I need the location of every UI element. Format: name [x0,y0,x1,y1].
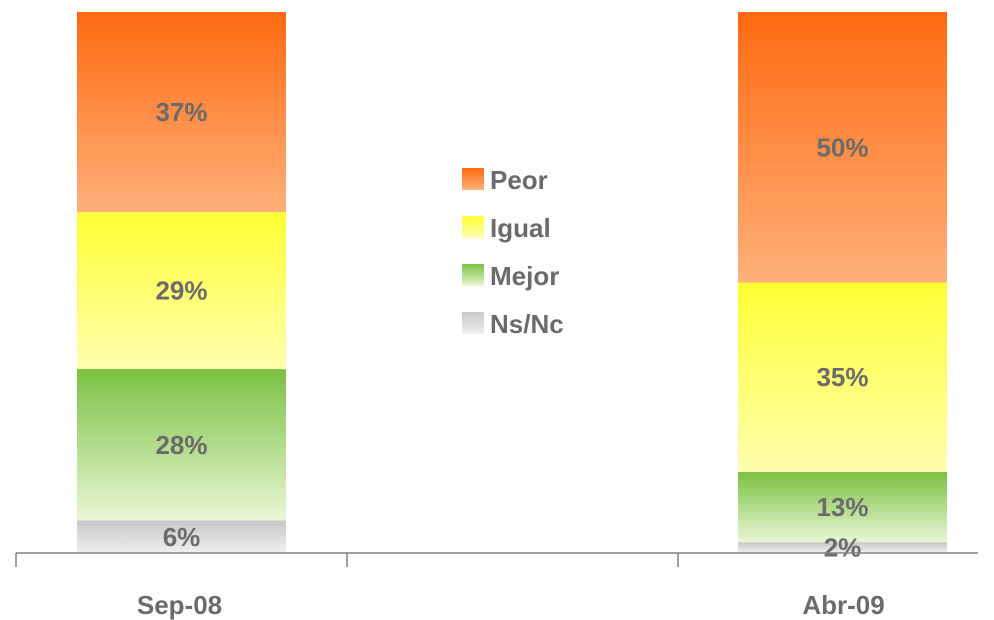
legend: Peor Igual Mejor Ns/Nc [462,165,564,339]
legend-swatch-mejor [462,264,484,286]
bar-segment-igual-sep-08 [77,212,286,370]
legend-label-igual: Igual [490,213,551,243]
x-axis: Sep-08 Abr-09 [15,552,978,620]
data-labels-layer: 6% 28% 29% 37% 2% 13% 35% 50% [155,97,868,563]
legend-swatch-igual [462,216,484,238]
x-tick-label-sep-08: Sep-08 [137,590,222,620]
legend-label-ns-nc: Ns/Nc [490,309,564,339]
legend-label-peor: Peor [490,165,548,195]
legend-swatch-ns-nc [462,312,484,334]
bar-segment-mejor-sep-08 [77,369,286,521]
bar-segment-peor-sep-08 [77,12,286,213]
legend-label-mejor: Mejor [490,261,559,291]
data-label-ns-nc-sep-08: 6% [163,522,201,552]
data-label-ns-nc-abr-09: 2% [824,533,862,563]
data-label-peor-sep-08: 37% [155,97,207,127]
x-tick-label-abr-09: Abr-09 [802,590,884,620]
bar-segment-ns-nc-abr-09 [738,542,947,553]
bar-segment-peor-abr-09 [738,12,947,283]
bar-segment-mejor-abr-09 [738,471,947,543]
data-label-mejor-sep-08: 28% [155,430,207,460]
data-label-igual-sep-08: 29% [155,276,207,306]
data-label-igual-abr-09: 35% [816,362,868,392]
bar-segment-ns-nc-sep-08 [77,520,286,553]
data-label-peor-abr-09: 50% [816,132,868,162]
data-label-mejor-abr-09: 13% [816,492,868,522]
bars-layer [77,12,947,553]
legend-swatch-peor [462,168,484,190]
bar-segment-igual-abr-09 [738,282,947,472]
